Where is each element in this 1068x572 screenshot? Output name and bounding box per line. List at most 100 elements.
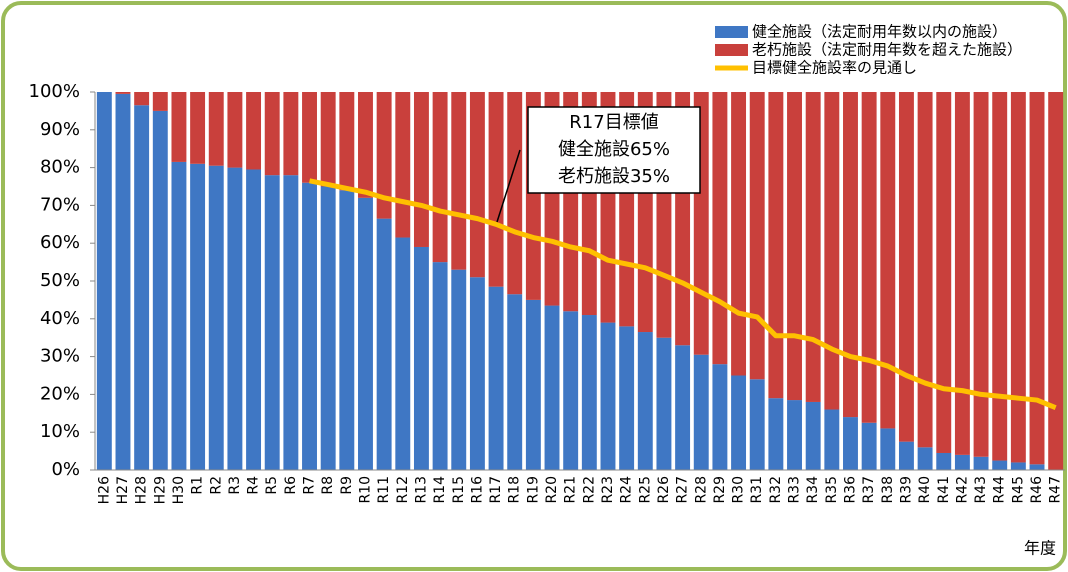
legend-label: 老朽施設（法定耐用年数を超えた施設）	[752, 41, 1022, 59]
bar	[619, 326, 635, 470]
bar	[469, 92, 485, 278]
bar	[376, 92, 392, 219]
x-axis-label: 年度	[1024, 539, 1056, 558]
x-tick-label: R20	[544, 476, 560, 504]
x-tick-label: R45	[1010, 476, 1026, 504]
bar	[302, 182, 317, 470]
bar	[115, 93, 131, 470]
bar	[134, 92, 150, 106]
bar	[656, 337, 672, 470]
bar	[302, 92, 317, 183]
bar	[320, 92, 336, 187]
x-tick-label: R47	[1048, 476, 1064, 504]
bar	[451, 269, 467, 470]
line	[309, 178, 1057, 410]
annotation-box	[527, 106, 701, 194]
bar	[824, 92, 840, 410]
bar	[339, 92, 355, 191]
x-tick-label: R41	[936, 476, 952, 504]
bar	[1029, 92, 1045, 465]
x-tick-label: R46	[1029, 476, 1045, 504]
bar	[507, 92, 523, 295]
bar	[525, 299, 541, 470]
x-tick-label: R32	[768, 476, 784, 504]
annotation-text: 健全施設65%	[558, 139, 670, 160]
x-tick-label: H26	[96, 476, 112, 504]
x-tick-label: R34	[805, 476, 821, 504]
x-tick-label: R25	[637, 476, 653, 504]
bar	[749, 92, 765, 380]
bar	[731, 375, 747, 470]
bar	[1010, 92, 1026, 463]
bar	[954, 92, 970, 455]
bar	[152, 110, 168, 471]
x-tick-label: R11	[376, 476, 392, 504]
bar	[898, 441, 914, 470]
y-tick-label: 20%	[40, 383, 80, 404]
bar	[264, 175, 280, 470]
bar	[1048, 92, 1064, 470]
bar	[115, 92, 131, 94]
bar	[917, 92, 933, 448]
x-tick-label: H30	[171, 476, 187, 504]
x-tick-label: R42	[954, 476, 970, 504]
y-tick-label: 40%	[40, 308, 80, 329]
bar	[824, 409, 840, 470]
x-tick-label: R1	[190, 476, 206, 495]
bar	[451, 92, 467, 270]
x-tick-label: R16	[469, 476, 485, 504]
annotation-text: 老朽施設35%	[558, 166, 670, 187]
x-tick-label: R13	[413, 476, 429, 504]
bar	[190, 163, 206, 470]
x-tick-label: R15	[451, 476, 467, 504]
bar	[507, 294, 523, 470]
x-tick-label: R44	[992, 476, 1008, 504]
bar	[787, 92, 802, 401]
bar	[843, 92, 858, 418]
bar	[488, 286, 504, 470]
bar	[992, 460, 1008, 470]
bar	[973, 456, 989, 470]
x-tick-label: R24	[619, 476, 635, 504]
x-tick-label: R31	[749, 476, 765, 504]
legend-swatch	[715, 26, 748, 38]
y-tick-label: 80%	[40, 157, 80, 178]
y-tick-label: 60%	[40, 232, 80, 253]
x-tick-label: R23	[600, 476, 616, 504]
bar	[246, 92, 262, 170]
bar	[880, 92, 896, 429]
bar	[805, 401, 821, 470]
bar	[954, 454, 970, 470]
y-tick-label: 50%	[40, 270, 80, 291]
bar	[283, 175, 299, 470]
bar	[246, 169, 262, 471]
bar	[134, 105, 150, 470]
bar	[973, 92, 989, 457]
y-tick-label: 0%	[51, 459, 80, 480]
x-tick-label: R3	[227, 476, 243, 495]
y-tick-label: 90%	[40, 119, 80, 140]
y-tick-label: 70%	[40, 194, 80, 215]
x-tick-label: R35	[824, 476, 840, 504]
y-tick-label: 100%	[29, 81, 80, 102]
bar	[600, 322, 616, 470]
bar	[283, 92, 299, 176]
bar	[768, 398, 784, 470]
x-tick-label: R29	[712, 476, 728, 504]
x-tick-label: H29	[152, 476, 168, 504]
x-tick-label: R5	[264, 476, 280, 495]
bar	[96, 92, 112, 470]
x-tick-label: R2	[208, 476, 224, 495]
bar	[861, 422, 877, 470]
bar	[712, 364, 728, 470]
bar	[395, 92, 411, 238]
bar	[171, 161, 187, 470]
bar	[1010, 462, 1026, 470]
bar	[880, 428, 896, 470]
annotation-text: R17目標値	[569, 112, 658, 133]
bar	[1029, 464, 1045, 470]
bar	[787, 400, 802, 470]
bar	[917, 447, 933, 470]
bar	[843, 417, 858, 470]
